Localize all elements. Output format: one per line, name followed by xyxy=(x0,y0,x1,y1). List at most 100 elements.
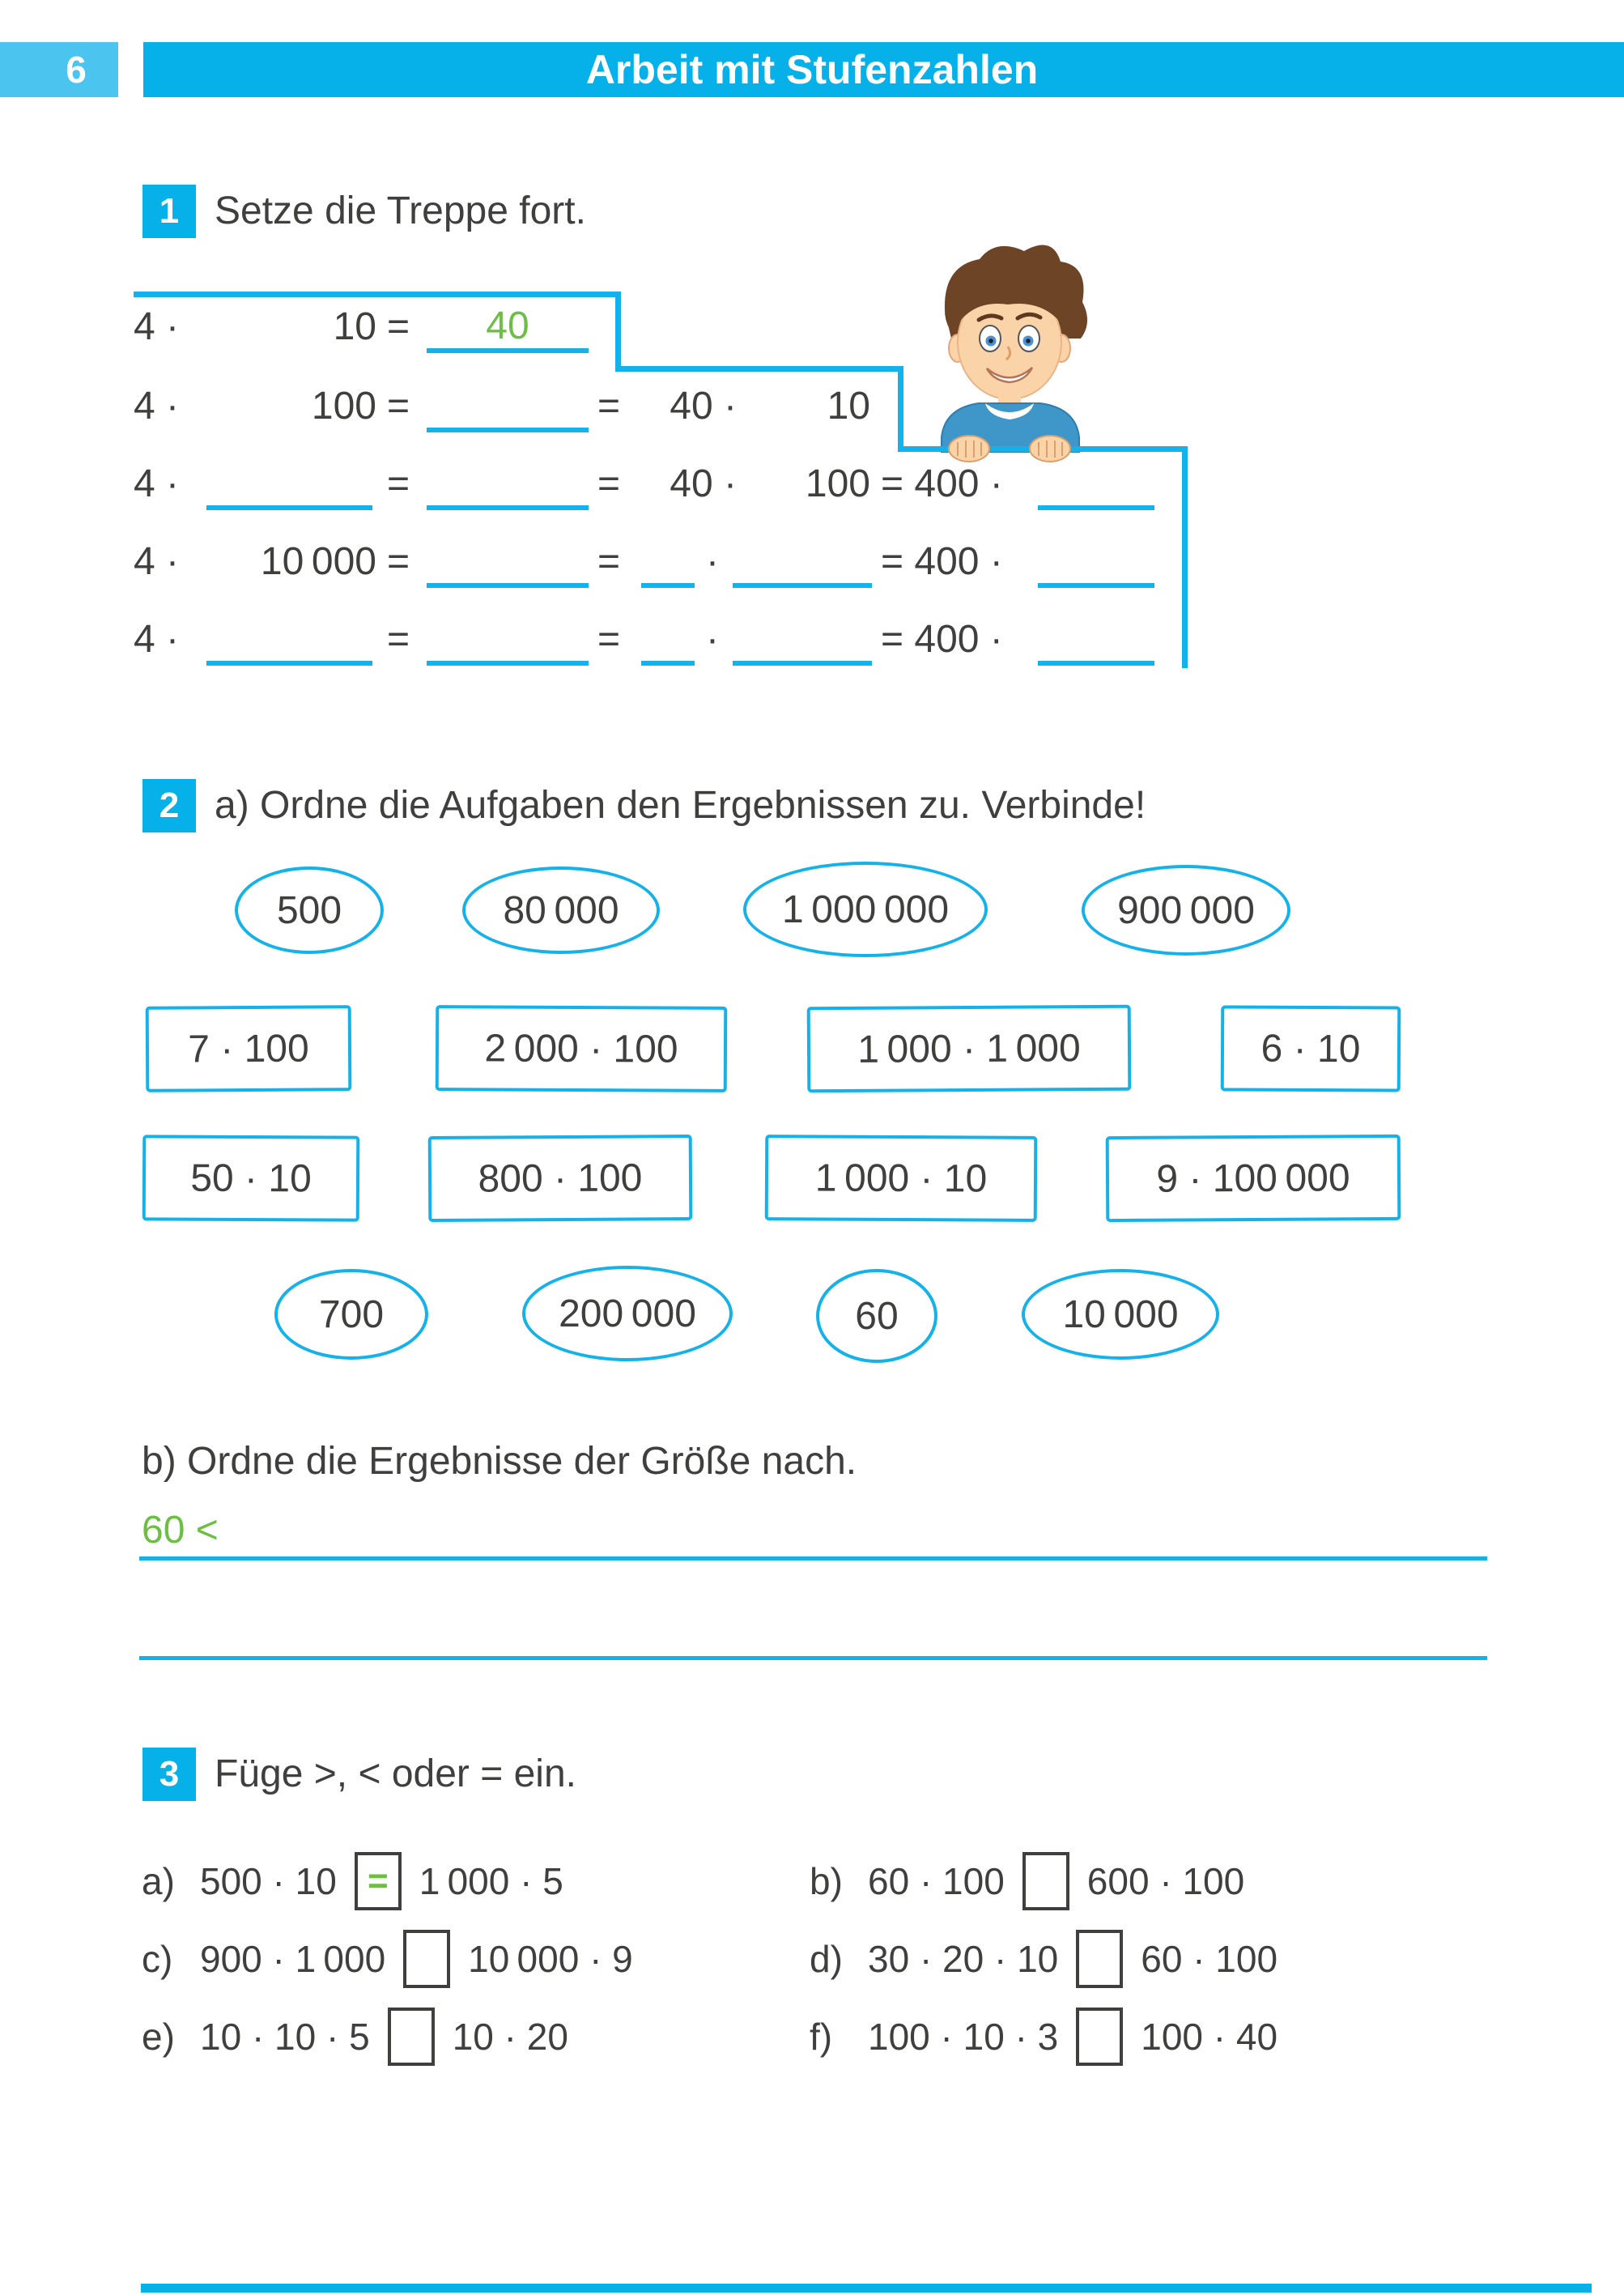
task1-marker: 1 xyxy=(142,185,196,238)
result-oval-60[interactable]: 60 xyxy=(816,1269,937,1363)
card-value: 9 · 100 000 xyxy=(1156,1156,1350,1201)
eq-row3-mult: 40 · xyxy=(670,462,737,505)
card-value: 1 000 · 1 000 xyxy=(857,1026,1081,1071)
eq-row3-lead: 4 · xyxy=(134,462,180,505)
eq-row4-equals1: = xyxy=(387,540,410,583)
result-oval-500[interactable]: 500 xyxy=(235,866,384,954)
task2a-title: a) Ordne die Aufgaben den Ergebnissen zu… xyxy=(215,784,1146,827)
task-card-9x100000[interactable]: 9 · 100 000 xyxy=(1105,1134,1401,1223)
comparison-box-d[interactable] xyxy=(1076,1930,1124,1988)
comparison-row-d: d) 30 · 20 · 10 60 · 100 xyxy=(810,1927,1278,1991)
task-card-1000x1000[interactable]: 1 000 · 1 000 xyxy=(806,1004,1132,1093)
answer-blank-row5c[interactable] xyxy=(641,617,695,666)
left-expression: 100 · 10 · 3 xyxy=(868,2016,1059,2058)
boy-collar xyxy=(985,403,1034,419)
footer-bar xyxy=(141,2284,1592,2293)
answer-blank-row5a[interactable] xyxy=(206,617,372,666)
comparison-box-f[interactable] xyxy=(1076,2008,1124,2066)
comparison-box-a[interactable]: = xyxy=(354,1852,402,1910)
staircase-step3-riser xyxy=(1182,446,1188,668)
oval-value: 10 000 xyxy=(1062,1292,1179,1336)
result-oval-10000[interactable]: 10 000 xyxy=(1022,1269,1219,1360)
task2b-title: b) Ordne die Ergebnisse der Größe nach. xyxy=(142,1440,857,1483)
oval-value: 200 000 xyxy=(559,1292,696,1335)
result-oval-80000[interactable]: 80 000 xyxy=(462,866,660,954)
right-expression: 100 · 40 xyxy=(1141,2016,1278,2058)
answer-blank-row5d[interactable] xyxy=(733,617,872,666)
task3-number: 3 xyxy=(159,1754,180,1794)
boy-hair-fringe xyxy=(958,278,1065,326)
boy-hand-left xyxy=(948,435,990,462)
eq-row5-dot: · xyxy=(706,618,719,661)
task2-marker: 2 xyxy=(142,779,196,832)
answer-blank-row4b[interactable] xyxy=(641,539,695,588)
boy-pupil-left xyxy=(988,339,993,343)
right-expression: 1 000 · 5 xyxy=(419,1860,563,1902)
answer-blank-row3b[interactable] xyxy=(427,462,589,510)
card-value: 7 · 100 xyxy=(188,1027,309,1071)
right-expression: 600 · 100 xyxy=(1086,1860,1245,1902)
answer-blank-row4d[interactable] xyxy=(1038,539,1154,588)
left-expression: 500 · 10 xyxy=(200,1860,337,1902)
answer-blank-row3a[interactable] xyxy=(206,462,372,510)
boy-mouth xyxy=(985,367,1034,384)
answer-line-b2[interactable] xyxy=(139,1656,1487,1660)
answer-blank-row1[interactable]: 40 xyxy=(427,304,589,353)
task2-number: 2 xyxy=(159,786,180,825)
boy-hand-right xyxy=(1029,435,1071,462)
right-expression: 10 · 20 xyxy=(452,2016,568,2058)
answer-blank-row4a[interactable] xyxy=(427,539,589,588)
task-card-50x10[interactable]: 50 · 10 xyxy=(142,1135,360,1222)
card-value: 50 · 10 xyxy=(190,1156,312,1200)
eq-row2-equals2: = xyxy=(597,385,621,428)
comparison-box-e[interactable] xyxy=(387,2008,435,2066)
boy-fingers-left xyxy=(957,441,982,458)
answer-blank-row3c[interactable] xyxy=(1038,462,1154,510)
card-value: 800 · 100 xyxy=(478,1156,643,1201)
eq-row3-eq400: = 400 · xyxy=(881,462,1003,505)
comparison-box-c[interactable] xyxy=(403,1930,451,1988)
result-oval-200000[interactable]: 200 000 xyxy=(522,1266,733,1361)
eq-row5-eq400: = 400 · xyxy=(881,618,1003,661)
eq-row4-dot: · xyxy=(706,540,719,583)
comparison-box-b[interactable] xyxy=(1022,1852,1069,1910)
eq-row2-num: 10 xyxy=(827,385,870,428)
item-label: f) xyxy=(810,2016,833,2058)
answer-line-b1[interactable] xyxy=(139,1556,1487,1561)
card-value: 6 · 10 xyxy=(1261,1027,1361,1071)
comparison-row-b: b) 60 · 100 600 · 100 xyxy=(810,1850,1244,1913)
eq-row4-equals2: = xyxy=(597,540,621,583)
answer-blank-row5e[interactable] xyxy=(1038,617,1154,666)
eq-row3-equals2: = xyxy=(597,462,621,505)
left-expression: 60 · 100 xyxy=(868,1860,1005,1902)
eq-row1-factor: 10 xyxy=(333,305,376,348)
staircase-step2-riser xyxy=(898,366,903,452)
answer-blank-row5b[interactable] xyxy=(427,617,589,666)
eq-row2-lead: 4 · xyxy=(134,385,180,428)
task-card-2000x100[interactable]: 2 000 · 100 xyxy=(435,1005,728,1092)
answer-blank-row2a[interactable] xyxy=(427,384,589,432)
comparison-row-e: e) 10 · 10 · 5 10 · 20 xyxy=(142,2005,568,2068)
left-expression: 30 · 20 · 10 xyxy=(868,1938,1059,1980)
comparison-row-c: c) 900 · 1 000 10 000 · 9 xyxy=(142,1927,633,1991)
task-card-1000x10[interactable]: 1 000 · 10 xyxy=(764,1135,1038,1222)
oval-value: 700 xyxy=(318,1292,385,1336)
task-card-800x100[interactable]: 800 · 100 xyxy=(427,1135,693,1222)
left-expression: 10 · 10 · 5 xyxy=(200,2016,370,2058)
eq-row4-eq400: = 400 · xyxy=(881,540,1003,583)
comparison-row-a: a) 500 · 10 = 1 000 · 5 xyxy=(142,1850,563,1913)
task-card-7x100[interactable]: 7 · 100 xyxy=(145,1005,352,1092)
task-card-6x10[interactable]: 6 · 10 xyxy=(1220,1005,1401,1092)
staircase-step2-top xyxy=(615,366,903,372)
answer-blank-row4c[interactable] xyxy=(733,539,872,588)
card-value: 2 000 · 100 xyxy=(484,1026,678,1071)
result-oval-700[interactable]: 700 xyxy=(274,1269,428,1360)
eq-row2-equals1: = xyxy=(387,385,410,428)
item-label: d) xyxy=(810,1938,843,1980)
eq-row2-mult: 40 · xyxy=(670,385,737,428)
result-oval-900000[interactable]: 900 000 xyxy=(1082,865,1290,956)
result-oval-1000000[interactable]: 1 000 000 xyxy=(743,862,988,957)
task1-number: 1 xyxy=(159,191,180,231)
staircase-step1-riser xyxy=(615,292,621,372)
